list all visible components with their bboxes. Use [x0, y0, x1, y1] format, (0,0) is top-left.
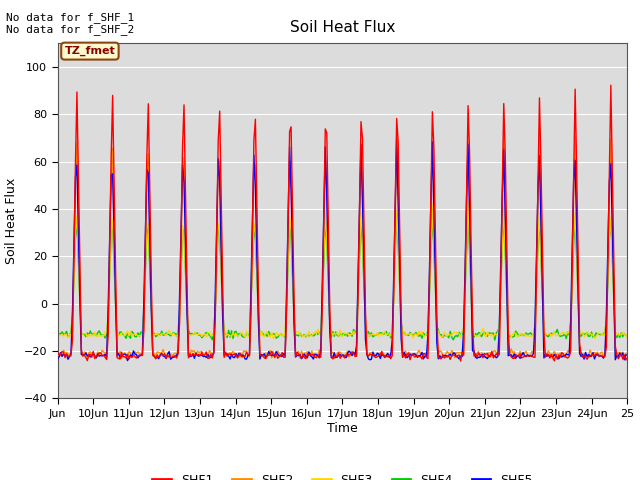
- Title: Soil Heat Flux: Soil Heat Flux: [290, 20, 395, 35]
- Text: No data for f_SHF_1: No data for f_SHF_1: [6, 12, 134, 23]
- Y-axis label: Soil Heat Flux: Soil Heat Flux: [5, 178, 18, 264]
- Text: TZ_fmet: TZ_fmet: [65, 46, 115, 56]
- Text: No data for f_SHF_2: No data for f_SHF_2: [6, 24, 134, 35]
- Legend: SHF1, SHF2, SHF3, SHF4, SHF5: SHF1, SHF2, SHF3, SHF4, SHF5: [147, 468, 538, 480]
- X-axis label: Time: Time: [327, 421, 358, 434]
